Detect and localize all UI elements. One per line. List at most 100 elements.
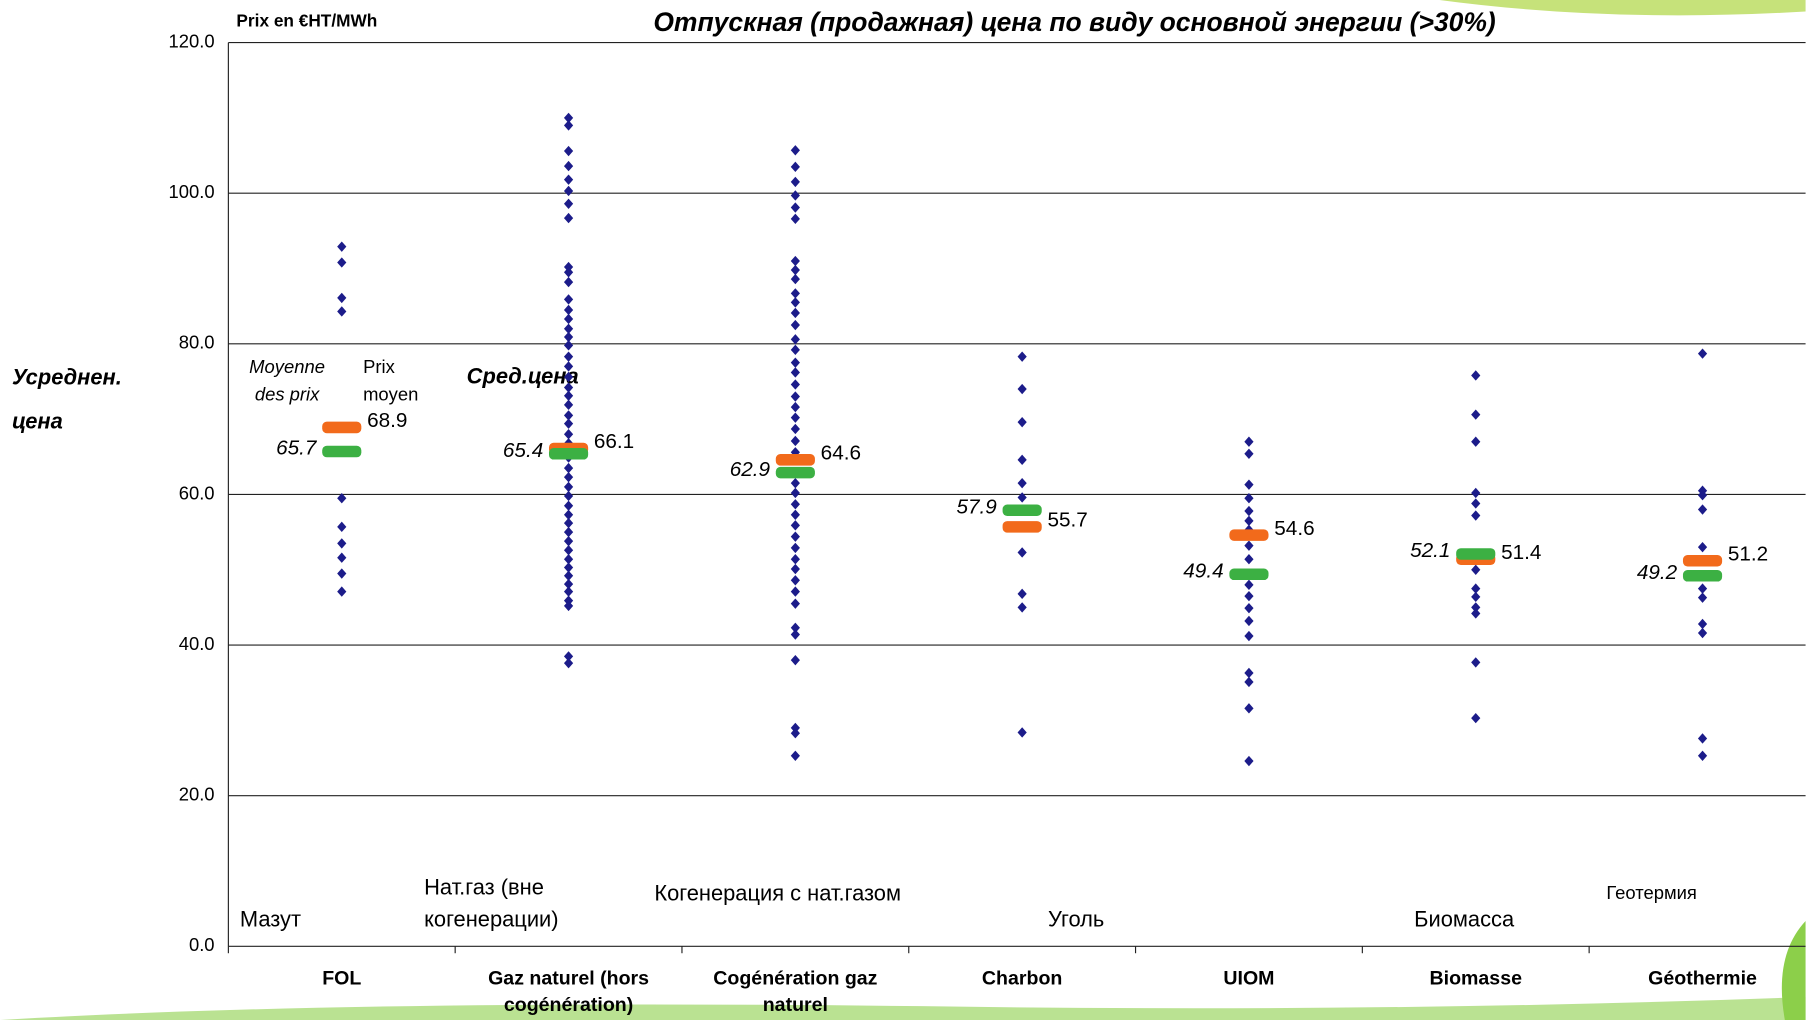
- dot: [1018, 478, 1027, 488]
- category-ru-label-box: Биомасса: [1414, 905, 1552, 974]
- mean-of-prices-label: 57.9: [956, 495, 997, 518]
- dot: [337, 553, 346, 563]
- x-tick-label-box: Cogénération gaz naturel: [686, 965, 905, 1020]
- x-tick-label-box: Gaz naturel (hors cogénération): [459, 965, 678, 1020]
- average-price-marker: [1229, 529, 1268, 541]
- mean-of-prices-label: 52.1: [1410, 539, 1450, 562]
- dot: [1018, 492, 1027, 502]
- dot: [791, 274, 800, 284]
- x-tick-label: Cogénération gaz naturel: [686, 965, 905, 1018]
- dot: [1471, 510, 1480, 520]
- dot: [1698, 542, 1707, 552]
- dot: [1244, 580, 1253, 590]
- dot: [791, 598, 800, 608]
- dot: [791, 520, 800, 530]
- dot: [1244, 677, 1253, 687]
- dot: [791, 288, 800, 298]
- dot: [791, 391, 800, 401]
- dot: [791, 367, 800, 377]
- dot: [337, 538, 346, 548]
- dot: [791, 478, 800, 488]
- dot: [1018, 384, 1027, 394]
- dot: [791, 357, 800, 367]
- dot: [791, 334, 800, 344]
- category-ru-label: Мазут: [240, 905, 344, 937]
- dot: [1471, 437, 1480, 447]
- dot: [1244, 703, 1253, 713]
- dot: [564, 429, 573, 439]
- dot: [791, 190, 800, 200]
- average-price-label: 55.7: [1047, 509, 1087, 532]
- dot: [1244, 603, 1253, 613]
- x-tick-label: UIOM: [1140, 965, 1359, 991]
- dot: [1698, 619, 1707, 629]
- dot: [791, 345, 800, 355]
- dot: [564, 586, 573, 596]
- category-ru-label-box: Когенерация с нат.газом: [654, 878, 976, 947]
- category-ru-label: Геотермия: [1606, 878, 1767, 910]
- dot: [1698, 583, 1707, 593]
- dot: [791, 728, 800, 738]
- mean-of-prices-marker: [1456, 548, 1495, 560]
- dot: [1018, 547, 1027, 557]
- dot: [791, 162, 800, 172]
- dot: [791, 586, 800, 596]
- chart-title: Отпускная (продажная) цена по виду основ…: [653, 7, 1496, 37]
- dot: [1471, 370, 1480, 380]
- dot: [564, 482, 573, 492]
- dot: [1471, 608, 1480, 618]
- dot: [1471, 488, 1480, 498]
- average-price-label: 51.4: [1501, 541, 1541, 564]
- dot: [564, 545, 573, 555]
- dot: [1244, 554, 1253, 564]
- dot: [1244, 516, 1253, 526]
- dot: [791, 751, 800, 761]
- dot: [564, 267, 573, 277]
- mean-of-prices-label: 62.9: [730, 458, 771, 481]
- dot: [1244, 506, 1253, 516]
- dot: [1018, 417, 1027, 427]
- dot: [564, 213, 573, 223]
- dot: [564, 491, 573, 501]
- dot: [1698, 592, 1707, 602]
- dot: [1244, 631, 1253, 641]
- x-tick-label-box: UIOM: [1140, 965, 1359, 1020]
- dot: [1244, 756, 1253, 766]
- x-tick-label: Géothermie: [1593, 965, 1806, 991]
- dot: [564, 536, 573, 546]
- mean-of-prices-marker: [549, 448, 588, 460]
- average-price-label: 64.6: [821, 442, 861, 465]
- dot: [791, 488, 800, 498]
- dot: [791, 265, 800, 275]
- dot: [1698, 504, 1707, 514]
- dot: [564, 400, 573, 410]
- category-ru-label-box: Геотермия: [1606, 878, 1767, 947]
- note-box: Prix moyen: [363, 355, 449, 413]
- category-ru-label: Нат.газ (вне когенерации): [424, 873, 608, 937]
- mean-of-prices-label: 65.4: [503, 439, 543, 462]
- dot: [1244, 449, 1253, 459]
- y-tick-label: 0.0: [189, 934, 215, 955]
- dot: [564, 277, 573, 287]
- dot: [791, 202, 800, 212]
- category-ru-label: Уголь: [1048, 905, 1163, 937]
- average-price-marker: [1003, 521, 1042, 533]
- dot: [564, 418, 573, 428]
- average-price-label: 68.9: [367, 409, 407, 432]
- y-tick-label: 100.0: [168, 181, 214, 202]
- dot: [791, 564, 800, 574]
- note-box: Moyenne des prix: [236, 355, 337, 413]
- dot: [1698, 751, 1707, 761]
- x-tick-label-box: Géothermie: [1593, 965, 1806, 1020]
- mean-of-prices-label: 65.7: [276, 437, 318, 460]
- dot: [1018, 351, 1027, 361]
- dot: [564, 199, 573, 209]
- dot: [791, 629, 800, 639]
- dot: [1471, 592, 1480, 602]
- dot: [564, 294, 573, 304]
- dot: [791, 655, 800, 665]
- y-tick-label: 40.0: [179, 633, 215, 654]
- dot: [337, 522, 346, 532]
- dot: [1698, 628, 1707, 638]
- dot: [791, 531, 800, 541]
